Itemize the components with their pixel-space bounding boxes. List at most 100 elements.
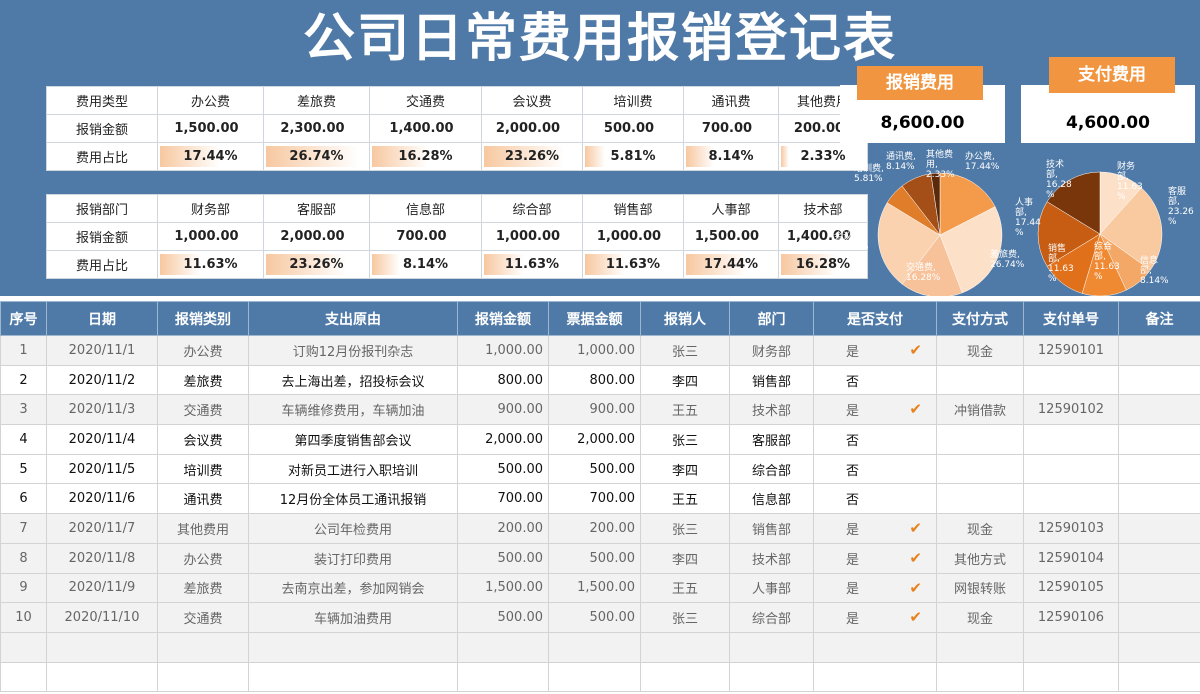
cell-receipt[interactable]: 1,500.00 bbox=[548, 572, 641, 604]
cell-method[interactable] bbox=[936, 453, 1024, 485]
cell-note[interactable] bbox=[1118, 572, 1200, 604]
cell-order[interactable]: 12590104 bbox=[1023, 542, 1119, 574]
empty-cell[interactable] bbox=[729, 631, 814, 663]
cell-order[interactable] bbox=[1023, 364, 1119, 396]
cell-method[interactable] bbox=[936, 483, 1024, 515]
cell-cat[interactable]: 通讯费 bbox=[157, 483, 249, 515]
cell-person[interactable]: 张三 bbox=[640, 602, 730, 633]
cell-note[interactable] bbox=[1118, 335, 1200, 366]
cell-no[interactable]: 2 bbox=[0, 364, 47, 396]
cell-order[interactable] bbox=[1023, 453, 1119, 485]
empty-cell[interactable] bbox=[813, 661, 937, 693]
cell-date[interactable]: 2020/11/9 bbox=[46, 572, 158, 604]
table-row[interactable]: 1 2020/11/1 办公费 订购12月份报刊杂志 1,000.00 1,000.00 张… bbox=[0, 335, 1200, 366]
cell-paid[interactable]: 否 bbox=[813, 364, 937, 396]
cell-cat[interactable]: 办公费 bbox=[157, 542, 249, 574]
cell-method[interactable]: 现金 bbox=[936, 513, 1024, 544]
cell-note[interactable] bbox=[1118, 542, 1200, 574]
cell-cat[interactable]: 办公费 bbox=[157, 335, 249, 366]
cell-method[interactable] bbox=[936, 424, 1024, 455]
empty-cell[interactable] bbox=[548, 631, 641, 663]
cell-date[interactable]: 2020/11/3 bbox=[46, 394, 158, 426]
cell-receipt[interactable]: 500.00 bbox=[548, 602, 641, 633]
cell-reason[interactable]: 公司年检费用 bbox=[248, 513, 458, 544]
cell-no[interactable]: 7 bbox=[0, 513, 47, 544]
cell-amount[interactable]: 1,500.00 bbox=[457, 572, 549, 604]
cell-dept[interactable]: 客服部 bbox=[729, 424, 814, 455]
empty-cell[interactable] bbox=[548, 661, 641, 693]
cell-no[interactable]: 10 bbox=[0, 602, 47, 633]
cell-no[interactable]: 5 bbox=[0, 453, 47, 485]
table-row[interactable]: 4 2020/11/4 会议费 第四季度销售部会议 2,000.00 2,000.00 张三… bbox=[0, 424, 1200, 455]
empty-cell[interactable] bbox=[46, 661, 158, 693]
empty-table-row[interactable] bbox=[0, 631, 1200, 663]
cell-cat[interactable]: 会议费 bbox=[157, 424, 249, 455]
cell-paid[interactable]: 是 ✔ bbox=[813, 542, 937, 574]
cell-cat[interactable]: 交通费 bbox=[157, 602, 249, 633]
cell-date[interactable]: 2020/11/7 bbox=[46, 513, 158, 544]
cell-dept[interactable]: 销售部 bbox=[729, 513, 814, 544]
cell-reason[interactable]: 去上海出差，招投标会议 bbox=[248, 364, 458, 396]
cell-no[interactable]: 1 bbox=[0, 335, 47, 366]
cell-amount[interactable]: 200.00 bbox=[457, 513, 549, 544]
cell-person[interactable]: 李四 bbox=[640, 453, 730, 485]
cell-order[interactable]: 12590103 bbox=[1023, 513, 1119, 544]
cell-dept[interactable]: 财务部 bbox=[729, 335, 814, 366]
empty-cell[interactable] bbox=[457, 661, 549, 693]
cell-order[interactable] bbox=[1023, 424, 1119, 455]
empty-cell[interactable] bbox=[640, 631, 730, 663]
cell-receipt[interactable]: 500.00 bbox=[548, 453, 641, 485]
cell-person[interactable]: 张三 bbox=[640, 424, 730, 455]
cell-dept[interactable]: 销售部 bbox=[729, 364, 814, 396]
cell-method[interactable]: 其他方式 bbox=[936, 542, 1024, 574]
cell-note[interactable] bbox=[1118, 602, 1200, 633]
cell-paid[interactable]: 是 ✔ bbox=[813, 513, 937, 544]
table-row[interactable]: 8 2020/11/8 办公费 装订打印费用 500.00 500.00 李四 技术部是 ✔ 其他… bbox=[0, 542, 1200, 574]
cell-date[interactable]: 2020/11/5 bbox=[46, 453, 158, 485]
cell-order[interactable] bbox=[1023, 483, 1119, 515]
cell-paid[interactable]: 否 bbox=[813, 424, 937, 455]
cell-receipt[interactable]: 900.00 bbox=[548, 394, 641, 426]
cell-receipt[interactable]: 2,000.00 bbox=[548, 424, 641, 455]
cell-date[interactable]: 2020/11/8 bbox=[46, 542, 158, 574]
cell-amount[interactable]: 900.00 bbox=[457, 394, 549, 426]
cell-paid[interactable]: 否 bbox=[813, 483, 937, 515]
empty-cell[interactable] bbox=[0, 661, 47, 693]
cell-amount[interactable]: 800.00 bbox=[457, 364, 549, 396]
empty-cell[interactable] bbox=[157, 661, 249, 693]
cell-date[interactable]: 2020/11/4 bbox=[46, 424, 158, 455]
cell-note[interactable] bbox=[1118, 364, 1200, 396]
cell-dept[interactable]: 信息部 bbox=[729, 483, 814, 515]
cell-reason[interactable]: 第四季度销售部会议 bbox=[248, 424, 458, 455]
cell-method[interactable] bbox=[936, 364, 1024, 396]
table-row[interactable]: 10 2020/11/10 交通费 车辆加油费用 500.00 500.00 张三 综合部是 ✔… bbox=[0, 602, 1200, 633]
cell-amount[interactable]: 500.00 bbox=[457, 453, 549, 485]
cell-date[interactable]: 2020/11/2 bbox=[46, 364, 158, 396]
table-row[interactable]: 9 2020/11/9 差旅费 去南京出差，参加网销会 1,500.00 1,500.00… bbox=[0, 572, 1200, 604]
cell-amount[interactable]: 700.00 bbox=[457, 483, 549, 515]
empty-cell[interactable] bbox=[1023, 631, 1119, 663]
cell-date[interactable]: 2020/11/1 bbox=[46, 335, 158, 366]
cell-date[interactable]: 2020/11/10 bbox=[46, 602, 158, 633]
empty-table-row[interactable] bbox=[0, 661, 1200, 693]
table-row[interactable]: 5 2020/11/5 培训费 对新员工进行入职培训 500.00 500.00 李四 综合部… bbox=[0, 453, 1200, 485]
cell-receipt[interactable]: 700.00 bbox=[548, 483, 641, 515]
empty-cell[interactable] bbox=[457, 631, 549, 663]
empty-cell[interactable] bbox=[729, 661, 814, 693]
cell-paid[interactable]: 是 ✔ bbox=[813, 335, 937, 366]
cell-paid[interactable]: 是 ✔ bbox=[813, 394, 937, 426]
cell-receipt[interactable]: 1,000.00 bbox=[548, 335, 641, 366]
cell-cat[interactable]: 其他费用 bbox=[157, 513, 249, 544]
cell-reason[interactable]: 去南京出差，参加网销会 bbox=[248, 572, 458, 604]
empty-cell[interactable] bbox=[248, 631, 458, 663]
cell-order[interactable]: 12590101 bbox=[1023, 335, 1119, 366]
empty-cell[interactable] bbox=[0, 631, 47, 663]
cell-no[interactable]: 4 bbox=[0, 424, 47, 455]
cell-method[interactable]: 现金 bbox=[936, 335, 1024, 366]
cell-order[interactable]: 12590105 bbox=[1023, 572, 1119, 604]
cell-reason[interactable]: 订购12月份报刊杂志 bbox=[248, 335, 458, 366]
empty-cell[interactable] bbox=[936, 661, 1024, 693]
cell-receipt[interactable]: 200.00 bbox=[548, 513, 641, 544]
table-row[interactable]: 3 2020/11/3 交通费 车辆维修费用，车辆加油 900.00 900.00 王五 技术… bbox=[0, 394, 1200, 426]
cell-paid[interactable]: 否 bbox=[813, 453, 937, 485]
